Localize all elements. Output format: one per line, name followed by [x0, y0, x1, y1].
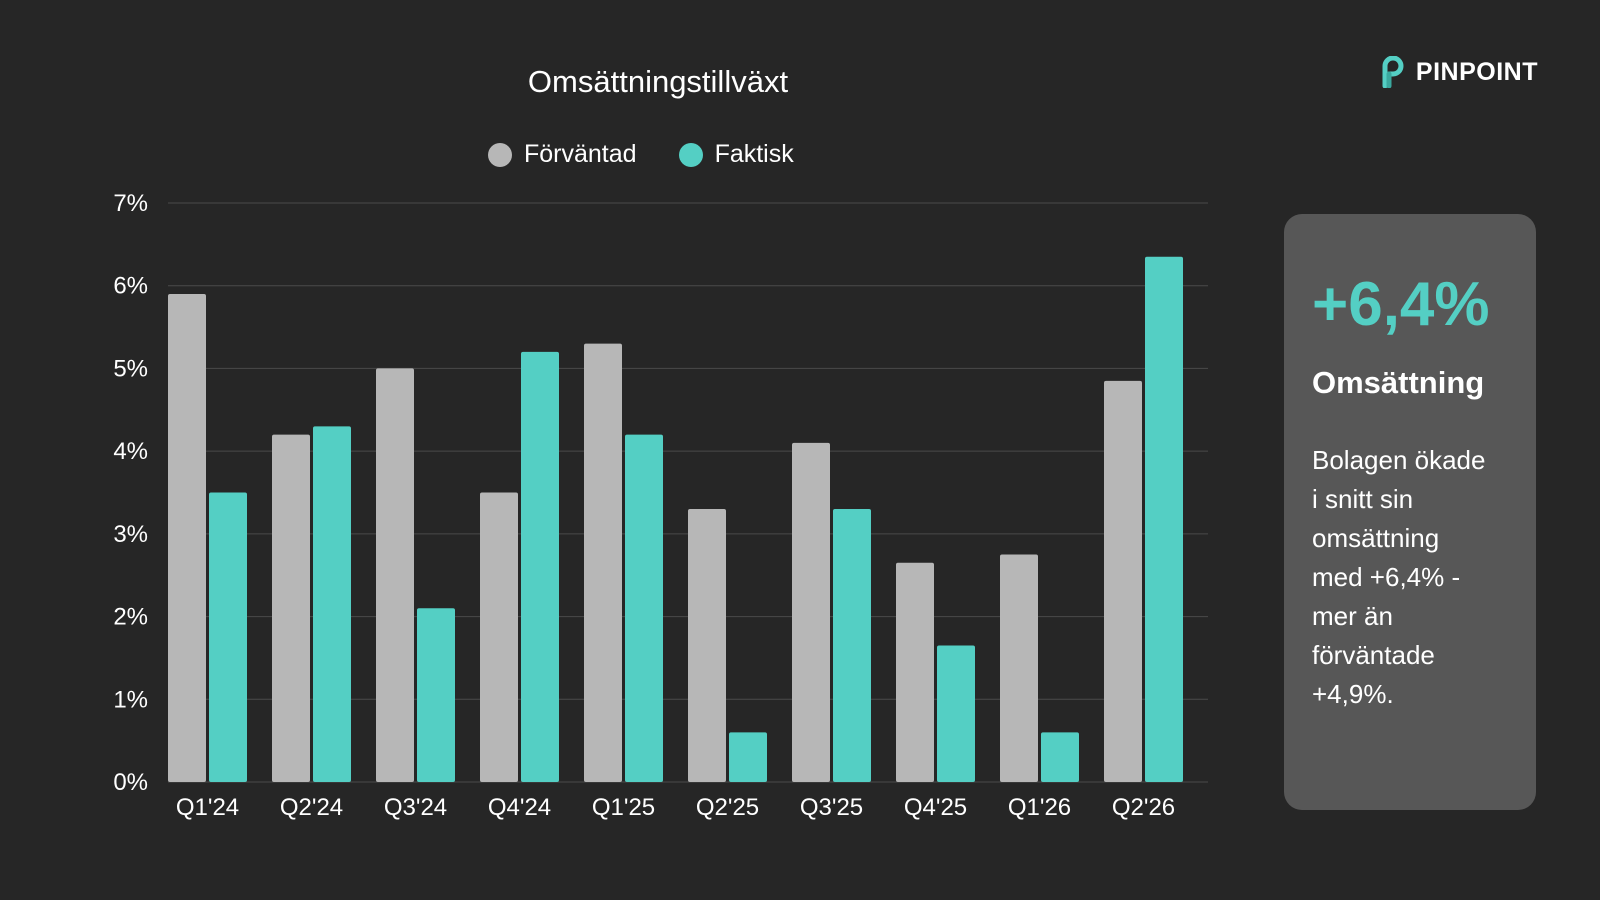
x-tick-label: Q4'24	[488, 794, 551, 821]
bar-actual	[1145, 256, 1183, 782]
legend-label-actual: Faktisk	[714, 140, 794, 168]
legend-swatch-actual	[678, 142, 703, 167]
chart-legend: Förväntad Faktisk	[488, 140, 794, 169]
bar-chart: 0% 1% 2% 3% 4% 5% 6% 7% Q1'24 Q2'24 Q3'24 Q4'24 Q1'2…	[113, 190, 1208, 821]
chart-title: Omsättningstillväxt	[527, 64, 789, 99]
y-tick-label: 5%	[113, 355, 148, 382]
legend-swatch-expected	[488, 142, 512, 167]
x-tick-label: Q2'26	[1112, 794, 1175, 821]
bar-actual	[625, 434, 663, 782]
y-tick-label: 7%	[113, 190, 148, 217]
y-tick-label: 3%	[113, 521, 148, 548]
x-tick-label: Q1'24	[176, 794, 239, 821]
y-tick-label: 4%	[113, 438, 148, 465]
bar-expected	[272, 434, 310, 782]
bar-expected	[1104, 380, 1142, 782]
y-tick-label: 6%	[113, 273, 148, 300]
kpi-value: +6,4%	[1312, 270, 1490, 339]
x-tick-label: Q3'24	[384, 794, 447, 821]
bar-expected	[688, 509, 726, 782]
y-tick-label: 2%	[113, 604, 148, 631]
bar-expected	[792, 442, 830, 782]
brand: PINPOINT	[1380, 56, 1538, 88]
y-tick-label: 1%	[113, 686, 148, 713]
bar-actual	[417, 608, 455, 782]
x-tick-label: Q1'25	[592, 794, 655, 821]
brand-name: PINPOINT	[1415, 57, 1538, 86]
bar-actual	[313, 426, 351, 782]
x-tick-label: Q2'25	[696, 794, 759, 821]
bar-expected	[584, 343, 622, 782]
legend-label-expected: Förväntad	[524, 140, 637, 168]
legend-item-expected: Förväntad	[488, 140, 637, 169]
pinpoint-logo-icon	[1382, 56, 1404, 88]
x-tick-label: Q2'24	[280, 794, 343, 821]
kpi-label: Omsättning	[1312, 365, 1485, 401]
x-tick-label: Q3'25	[800, 794, 863, 821]
bar-expected	[168, 293, 206, 782]
bar-expected	[376, 368, 414, 782]
x-tick-label: Q1'26	[1008, 794, 1071, 821]
bar-actual	[209, 492, 247, 782]
bar-actual	[521, 351, 559, 782]
bar-actual	[729, 732, 767, 782]
legend-item-actual: Faktisk	[678, 140, 794, 169]
bar-actual	[1041, 732, 1079, 782]
bar-actual	[833, 509, 871, 782]
x-tick-label: Q4'25	[904, 794, 967, 821]
y-tick-label: 0%	[113, 769, 148, 796]
bar-expected	[1000, 554, 1038, 782]
bar-expected	[896, 562, 934, 782]
kpi-card: +6,4% Omsättning Bolagen ökade i snitt s…	[1284, 214, 1536, 810]
bar-actual	[937, 645, 975, 782]
bar-expected	[480, 492, 518, 782]
kpi-description: Bolagen ökade i snitt sin omsättning med…	[1312, 445, 1486, 710]
